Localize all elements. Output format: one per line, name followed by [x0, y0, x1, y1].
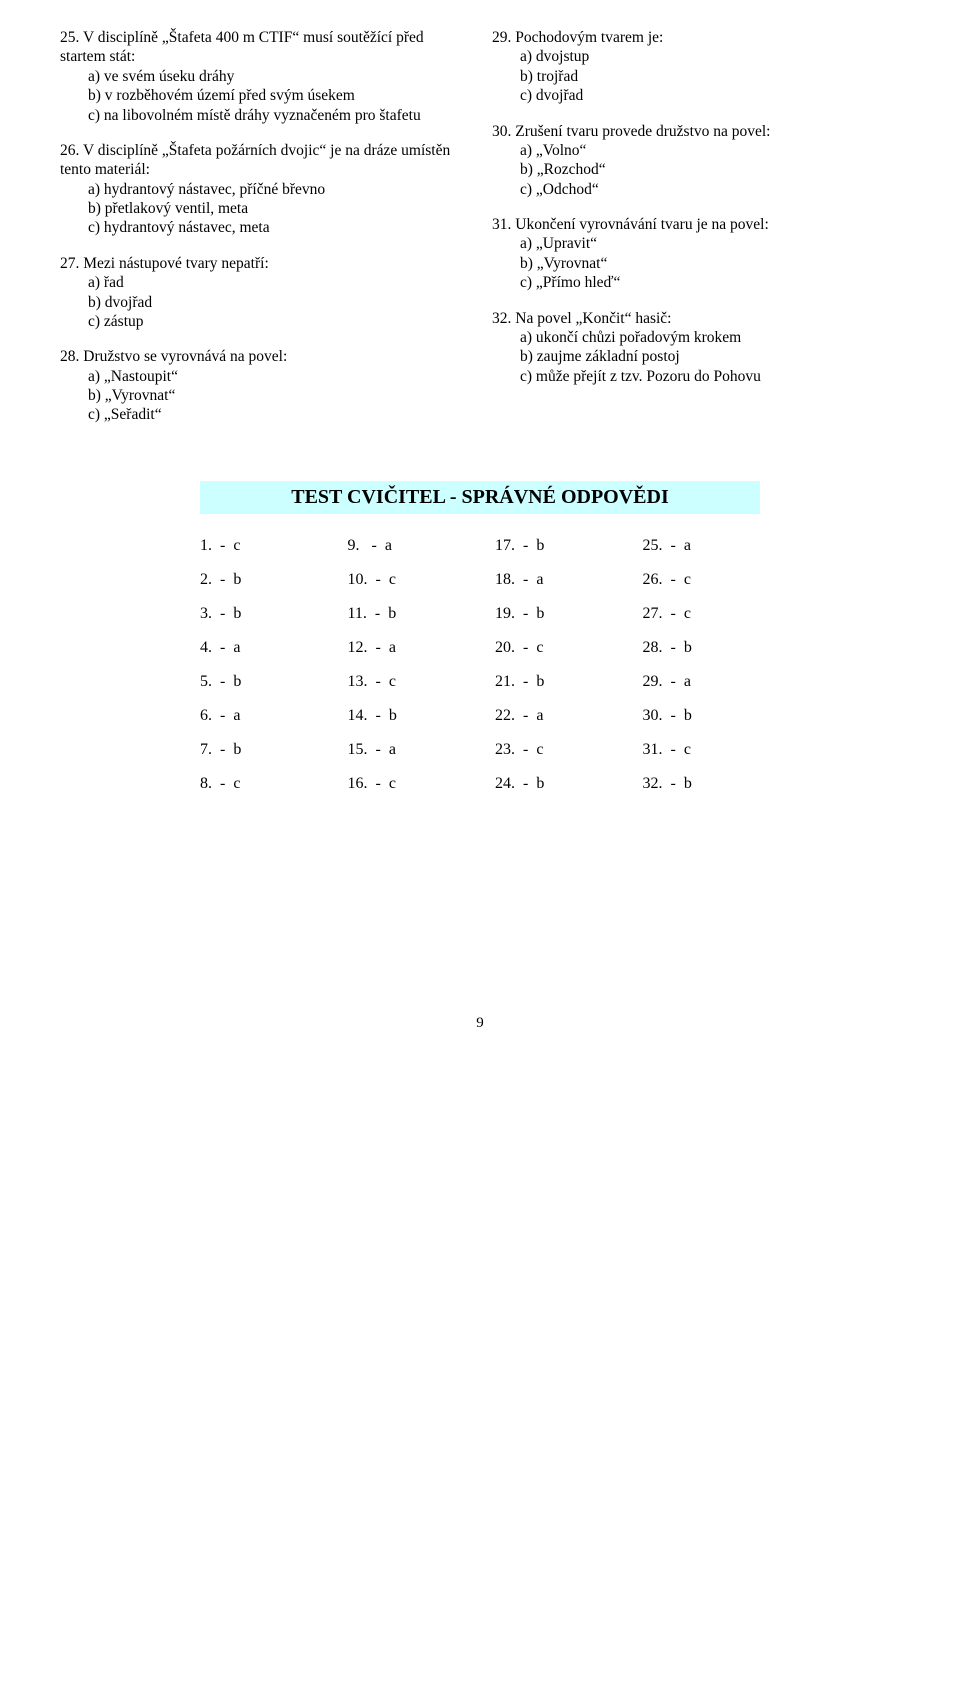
answer-cell: 23. - c	[495, 740, 613, 760]
option-c: c) dvojřad	[520, 86, 900, 105]
answer-cell: 17. - b	[495, 536, 613, 556]
option-c: c) může přejít z tzv. Pozoru do Pohovu	[520, 367, 900, 386]
answer-cell: 29. - a	[643, 672, 761, 692]
question-options: a) „Upravit“ b) „Vyrovnat“ c) „Přímo hle…	[492, 234, 900, 292]
question-26: 26. V disciplíně „Štafeta požárních dvoj…	[60, 141, 468, 238]
option-b: b) trojřad	[520, 67, 900, 86]
question-text: 32. Na povel „Končit“ hasič:	[492, 309, 900, 328]
question-31: 31. Ukončení vyrovnávání tvaru je na pov…	[492, 215, 900, 293]
option-c: c) na libovolném místě dráhy vyznačeném …	[88, 106, 468, 125]
question-options: a) ukončí chůzi pořadovým krokem b) zauj…	[492, 328, 900, 386]
question-29: 29. Pochodovým tvarem je: a) dvojstup b)…	[492, 28, 900, 106]
answer-cell: 8. - c	[200, 774, 318, 794]
questions-columns: 25. V disciplíně „Štafeta 400 m CTIF“ mu…	[60, 28, 900, 441]
question-options: a) ve svém úseku dráhy b) v rozběhovém ú…	[60, 67, 468, 125]
option-a: a) „Nastoupit“	[88, 367, 468, 386]
option-a: a) hydrantový nástavec, příčné břevno	[88, 180, 468, 199]
option-c: c) „Seřadit“	[88, 405, 468, 424]
option-b: b) zaujme základní postoj	[520, 347, 900, 366]
question-27: 27. Mezi nástupové tvary nepatří: a) řad…	[60, 254, 468, 332]
option-a: a) ukončí chůzi pořadovým krokem	[520, 328, 900, 347]
option-a: a) ve svém úseku dráhy	[88, 67, 468, 86]
answer-cell: 18. - a	[495, 570, 613, 590]
answer-cell: 26. - c	[643, 570, 761, 590]
answer-cell: 11. - b	[348, 604, 466, 624]
question-options: a) „Volno“ b) „Rozchod“ c) „Odchod“	[492, 141, 900, 199]
option-a: a) „Upravit“	[520, 234, 900, 253]
answer-cell: 2. - b	[200, 570, 318, 590]
answer-cell: 6. - a	[200, 706, 318, 726]
answer-cell: 3. - b	[200, 604, 318, 624]
option-b: b) „Vyrovnat“	[520, 254, 900, 273]
option-a: a) „Volno“	[520, 141, 900, 160]
answer-cell: 24. - b	[495, 774, 613, 794]
answer-cell: 19. - b	[495, 604, 613, 624]
option-c: c) zástup	[88, 312, 468, 331]
question-text: 28. Družstvo se vyrovnává na povel:	[60, 347, 468, 366]
answer-cell: 32. - b	[643, 774, 761, 794]
option-a: a) dvojstup	[520, 47, 900, 66]
option-c: c) „Přímo hleď“	[520, 273, 900, 292]
question-options: a) dvojstup b) trojřad c) dvojřad	[492, 47, 900, 105]
answer-cell: 15. - a	[348, 740, 466, 760]
question-options: a) řad b) dvojřad c) zástup	[60, 273, 468, 331]
option-b: b) v rozběhovém území před svým úsekem	[88, 86, 468, 105]
answers-section: TEST CVIČITEL - SPRÁVNÉ ODPOVĚDI 1. - c …	[60, 481, 900, 794]
option-c: c) „Odchod“	[520, 180, 900, 199]
answer-cell: 21. - b	[495, 672, 613, 692]
answer-cell: 20. - c	[495, 638, 613, 658]
answer-cell: 1. - c	[200, 536, 318, 556]
question-text: 30. Zrušení tvaru provede družstvo na po…	[492, 122, 900, 141]
question-text: 29. Pochodovým tvarem je:	[492, 28, 900, 47]
option-b: b) „Vyrovnat“	[88, 386, 468, 405]
question-options: a) „Nastoupit“ b) „Vyrovnat“ c) „Seřadit…	[60, 367, 468, 425]
question-30: 30. Zrušení tvaru provede družstvo na po…	[492, 122, 900, 200]
right-column: 29. Pochodovým tvarem je: a) dvojstup b)…	[492, 28, 900, 441]
option-a: a) řad	[88, 273, 468, 292]
answers-grid: 1. - c 9. - a 17. - b 25. - a 2. - b 10.…	[200, 536, 760, 794]
option-b: b) „Rozchod“	[520, 160, 900, 179]
left-column: 25. V disciplíně „Štafeta 400 m CTIF“ mu…	[60, 28, 468, 441]
answer-cell: 12. - a	[348, 638, 466, 658]
answer-cell: 16. - c	[348, 774, 466, 794]
answer-cell: 31. - c	[643, 740, 761, 760]
answers-inner: TEST CVIČITEL - SPRÁVNÉ ODPOVĚDI 1. - c …	[200, 481, 760, 794]
answer-cell: 14. - b	[348, 706, 466, 726]
option-b: b) dvojřad	[88, 293, 468, 312]
answer-cell: 4. - a	[200, 638, 318, 658]
answer-cell: 27. - c	[643, 604, 761, 624]
option-c: c) hydrantový nástavec, meta	[88, 218, 468, 237]
answer-cell: 28. - b	[643, 638, 761, 658]
question-32: 32. Na povel „Končit“ hasič: a) ukončí c…	[492, 309, 900, 387]
question-text: 31. Ukončení vyrovnávání tvaru je na pov…	[492, 215, 900, 234]
answer-cell: 10. - c	[348, 570, 466, 590]
option-b: b) přetlakový ventil, meta	[88, 199, 468, 218]
page-number: 9	[60, 1014, 900, 1033]
answers-title: TEST CVIČITEL - SPRÁVNÉ ODPOVĚDI	[200, 481, 760, 514]
answer-cell: 5. - b	[200, 672, 318, 692]
answer-cell: 22. - a	[495, 706, 613, 726]
question-text: 27. Mezi nástupové tvary nepatří:	[60, 254, 468, 273]
question-text: 25. V disciplíně „Štafeta 400 m CTIF“ mu…	[60, 28, 468, 67]
answer-cell: 7. - b	[200, 740, 318, 760]
answer-cell: 13. - c	[348, 672, 466, 692]
answer-cell: 9. - a	[348, 536, 466, 556]
question-28: 28. Družstvo se vyrovnává na povel: a) „…	[60, 347, 468, 425]
question-25: 25. V disciplíně „Štafeta 400 m CTIF“ mu…	[60, 28, 468, 125]
answer-cell: 30. - b	[643, 706, 761, 726]
question-options: a) hydrantový nástavec, příčné břevno b)…	[60, 180, 468, 238]
answer-cell: 25. - a	[643, 536, 761, 556]
question-text: 26. V disciplíně „Štafeta požárních dvoj…	[60, 141, 468, 180]
